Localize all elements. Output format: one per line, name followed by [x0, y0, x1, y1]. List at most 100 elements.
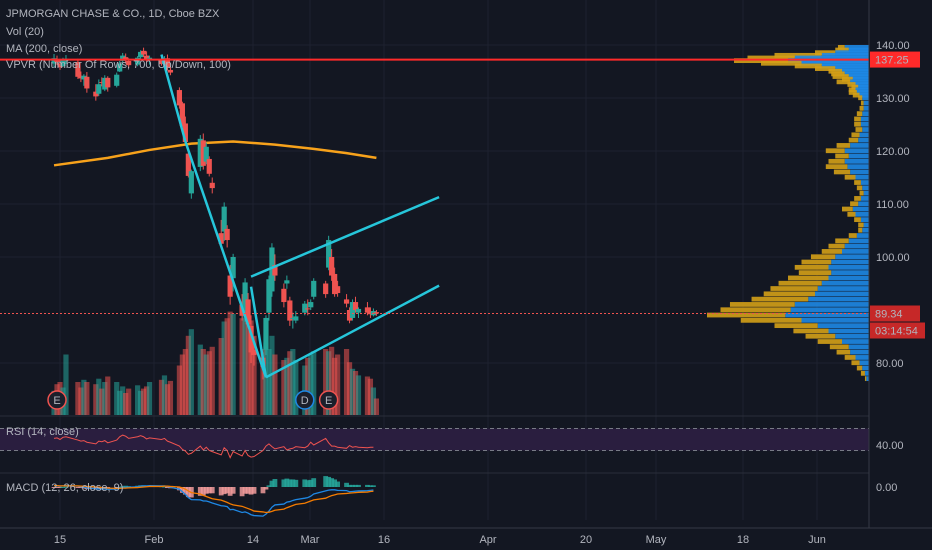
volume-bar	[329, 346, 335, 415]
candle-body	[135, 57, 141, 65]
vp-down-bar	[747, 55, 795, 61]
vp-up-bar	[842, 68, 869, 74]
volume-bar	[200, 349, 206, 415]
candle-body	[308, 302, 314, 308]
vp-down-bar	[860, 100, 864, 106]
candle-body	[105, 77, 111, 88]
volume-bar	[96, 378, 102, 415]
vp-down-bar	[850, 201, 859, 207]
rsi-legend[interactable]: RSI (14, close)	[6, 426, 79, 438]
candle-body	[54, 59, 60, 62]
macd-histogram-bar	[323, 476, 329, 487]
volume-bar	[245, 323, 251, 415]
candle-body	[117, 63, 123, 72]
candle-body	[224, 228, 230, 241]
volume-bar	[266, 349, 272, 415]
vp-down-bar	[848, 137, 859, 143]
macd-histogram-bar	[350, 484, 355, 487]
volume-bar	[117, 390, 123, 415]
candle-body	[206, 158, 212, 174]
vp-up-bar	[788, 58, 869, 64]
vp-down-bar	[856, 111, 863, 117]
volume-bar	[251, 335, 257, 415]
volume-bars	[51, 307, 380, 415]
vp-down-bar	[847, 211, 856, 217]
vpvr-legend[interactable]: VPVR (Number Of Rows, 700, Up/Down, 100)	[6, 59, 231, 71]
y-tick-label: 100.00	[876, 252, 910, 264]
resistance-price: 137.25	[875, 55, 909, 67]
ma-legend[interactable]: MA (200, close)	[6, 43, 83, 55]
ma200-path	[53, 140, 377, 167]
candle-body	[75, 61, 81, 77]
vp-down-bar	[788, 275, 829, 281]
candle-body	[343, 299, 350, 304]
vp-down-bar	[854, 121, 861, 127]
vp-down-bar	[860, 370, 865, 376]
candle-body	[364, 307, 371, 313]
volume-legend[interactable]: Vol (20)	[6, 26, 44, 38]
y-tick-label: 130.00	[876, 93, 910, 105]
volume-bar	[346, 362, 353, 415]
macd-histogram-bar	[242, 487, 248, 494]
vp-up-bar	[858, 84, 869, 90]
vp-down-bar	[740, 317, 802, 323]
vp-up-bar	[842, 249, 869, 254]
vp-up-bar	[850, 79, 869, 85]
candle-body	[158, 60, 165, 65]
x-tick-label: May	[646, 534, 667, 546]
vp-up-bar	[862, 365, 869, 371]
vp-down-bar	[821, 249, 842, 254]
candle-body	[305, 308, 311, 310]
macd-histogram-bar	[75, 487, 81, 488]
macd-histogram-bar	[185, 487, 191, 498]
macd-histogram-bar	[227, 487, 233, 496]
vp-down-bar	[848, 233, 857, 238]
vp-down-bar	[854, 217, 861, 223]
candle-body	[114, 74, 120, 86]
candle-body	[51, 58, 57, 64]
volume-bar	[188, 329, 194, 415]
vp-down-bar	[842, 76, 853, 82]
vp-down-bar	[848, 87, 856, 93]
chart-title[interactable]: JPMORGAN CHASE & CO., 1D, Cboe BZX	[6, 8, 220, 20]
macd-histogram-bar	[60, 487, 66, 488]
volume-bar	[343, 349, 350, 415]
candle-body	[272, 264, 278, 276]
volume-bar	[114, 382, 120, 415]
vp-down-bar	[825, 164, 848, 170]
vp-down-bar	[854, 116, 861, 122]
candle-body	[323, 283, 329, 295]
macd-histogram-bar	[206, 487, 212, 494]
vp-down-bar	[855, 127, 863, 132]
y-tick-label: 140.00	[876, 40, 910, 52]
candle-body	[120, 55, 126, 61]
volume-bar	[248, 320, 254, 415]
vp-up-bar	[835, 66, 869, 71]
candle-body	[311, 280, 317, 297]
macd-legend[interactable]: MACD (12, 26, close, 9)	[6, 482, 124, 494]
vp-down-bar	[828, 158, 845, 164]
vp-up-bar	[863, 190, 869, 196]
vp-down-bar	[774, 52, 822, 58]
vp-down-bar	[805, 333, 836, 339]
volume-bar	[206, 351, 212, 415]
volume-bar	[105, 376, 111, 415]
candle-body	[335, 286, 341, 294]
candle-body	[60, 60, 66, 67]
volume-bar	[242, 307, 248, 415]
vp-down-bar	[832, 74, 849, 79]
candle-body	[176, 90, 182, 106]
vp-up-bar	[859, 92, 869, 98]
volume-bar	[123, 393, 129, 415]
macd-histogram-bar	[162, 486, 167, 488]
vp-up-bar	[860, 121, 869, 127]
trendlines[interactable]	[160, 54, 440, 379]
vp-down-bar	[815, 50, 836, 56]
trendline	[250, 195, 440, 278]
vp-down-bar	[793, 328, 829, 334]
volume-bar	[93, 384, 99, 415]
vp-up-bar	[855, 211, 869, 217]
vp-up-bar	[847, 164, 869, 170]
